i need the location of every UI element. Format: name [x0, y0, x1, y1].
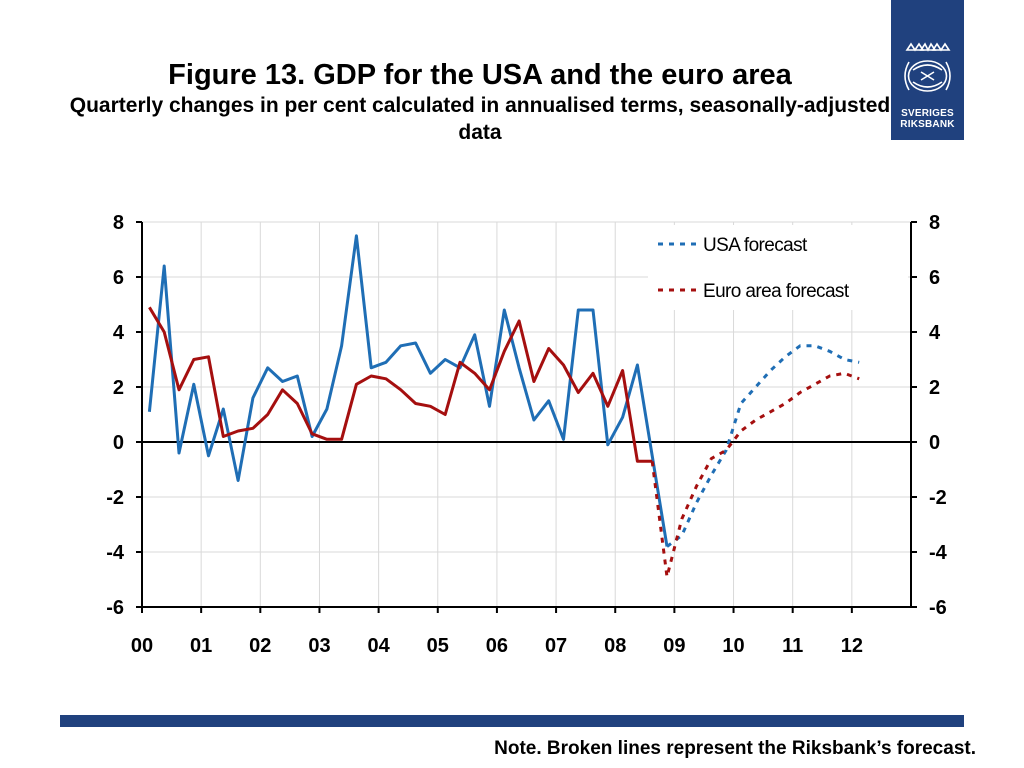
y-tick-label-left: -2 — [106, 487, 124, 509]
footnote: Note. Broken lines represent the Riksban… — [494, 738, 976, 759]
crown-emblem-icon — [904, 42, 951, 92]
logo-wordmark: SVERIGES RIKSBANK — [891, 108, 964, 130]
x-tick-label: 09 — [663, 635, 685, 657]
chart-legend: USA forecast Euro area forecast — [648, 225, 908, 310]
y-tick-label-left: -4 — [106, 542, 125, 564]
riksbank-logo: SVERIGES RIKSBANK — [891, 0, 964, 140]
series-line-3 — [650, 371, 860, 579]
logo-line-2: RIKSBANK — [900, 119, 955, 130]
series-line-1 — [148, 306, 653, 463]
y-tick-label-right: 6 — [929, 267, 940, 289]
title-block: Figure 13. GDP for the USA and the euro … — [60, 58, 900, 146]
y-tick-label-right: -6 — [929, 597, 947, 619]
logo-line-1: SVERIGES — [901, 108, 954, 119]
x-tick-label: 05 — [427, 635, 449, 657]
chart-subtitle: Quarterly changes in per cent calculated… — [69, 94, 891, 144]
gdp-line-chart: 8 86 64 42 20 0-2 -2-4 -4-6 -600 01 02 03 04 05 06 07 08… — [106, 212, 948, 657]
legend-label-1: Euro area forecast — [703, 281, 850, 302]
y-tick-label-left: -6 — [106, 597, 124, 619]
y-tick-label-right: -2 — [929, 487, 947, 509]
y-tick-label-left: 0 — [113, 432, 124, 454]
x-tick-label: 00 — [131, 635, 153, 657]
series-line-0 — [147, 234, 669, 547]
y-tick-label-right: 8 — [929, 212, 940, 234]
y-tick-label-left: 4 — [113, 322, 125, 344]
footer-bar — [60, 715, 964, 727]
x-tick-label: 04 — [367, 635, 390, 657]
x-tick-label: 11 — [782, 635, 803, 657]
x-tick-label: 12 — [841, 635, 863, 657]
y-tick-label-right: -4 — [929, 542, 948, 564]
y-tick-label-right: 4 — [929, 322, 941, 344]
x-tick-label: 08 — [604, 635, 626, 657]
y-tick-label-right: 0 — [929, 432, 940, 454]
x-tick-label: 02 — [249, 635, 271, 657]
y-tick-label-left: 6 — [113, 267, 124, 289]
series-line-2 — [666, 344, 860, 548]
x-tick-label: 10 — [722, 635, 744, 657]
x-tick-label: 03 — [308, 635, 330, 657]
x-tick-label: 07 — [545, 635, 567, 657]
y-tick-label-left: 8 — [113, 212, 124, 234]
y-tick-label-left: 2 — [113, 377, 124, 399]
x-tick-label: 06 — [486, 635, 508, 657]
y-tick-label-right: 2 — [929, 377, 940, 399]
chart-title: Figure 13. GDP for the USA and the euro … — [168, 59, 792, 91]
legend-background — [648, 225, 908, 310]
legend-label-0: USA forecast — [703, 235, 808, 256]
x-tick-label: 01 — [190, 635, 212, 657]
